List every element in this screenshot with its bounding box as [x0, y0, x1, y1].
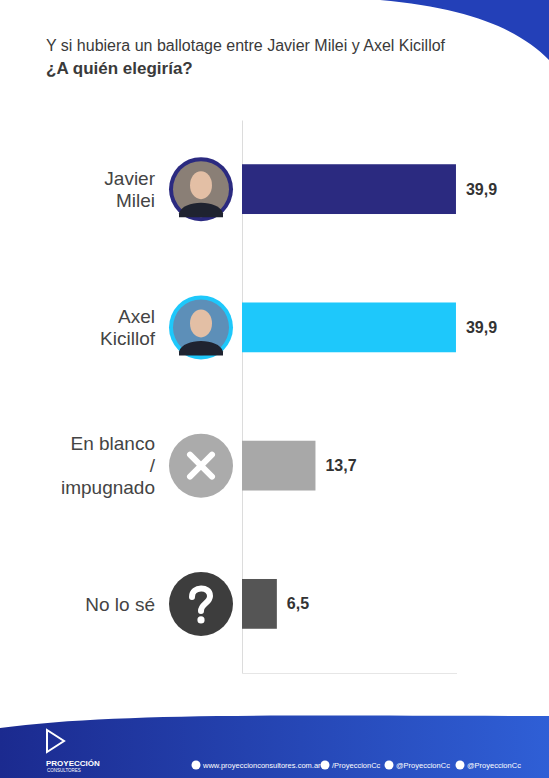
category-label-line: Javier	[104, 168, 155, 189]
category-label: JavierMilei	[104, 168, 155, 211]
photo-face	[190, 309, 212, 337]
footer-band	[0, 716, 549, 778]
category-label-line: Kicillof	[100, 328, 156, 349]
bar	[242, 441, 315, 491]
bars	[242, 164, 456, 629]
link-icon	[456, 761, 465, 770]
link-icon	[385, 761, 394, 770]
category-label-line: En blanco	[70, 433, 155, 454]
logo-subtext: CONSULTORES	[47, 768, 81, 773]
icon	[169, 572, 233, 636]
footer-link: www.proyeccionconsultores.com.ar	[202, 761, 321, 770]
photo-face	[190, 171, 212, 199]
link-icon	[321, 761, 330, 770]
data-labels: 39,9 39,9 13,7 6,5	[287, 181, 497, 613]
chart: Y si hubiera un ballotage entre Javier M…	[0, 0, 549, 778]
category-labels: JavierMilei AxelKicillof En blanco/impugna…	[61, 168, 156, 615]
photo-bg	[173, 161, 229, 217]
icon	[169, 157, 233, 221]
photo-bg	[173, 299, 229, 355]
logo-mark	[47, 730, 64, 752]
category-label-line: Milei	[116, 190, 155, 211]
data-label: 39,9	[466, 181, 497, 198]
blank-icon-x	[190, 455, 212, 477]
bar	[242, 302, 456, 352]
data-label: 13,7	[325, 457, 356, 474]
bar	[242, 164, 456, 214]
footer-link: /ProyeccionCc	[332, 761, 381, 770]
photo-ring	[169, 295, 233, 359]
icons	[169, 157, 233, 636]
icon	[169, 434, 233, 498]
category-label-line: impugnado	[61, 477, 155, 498]
blank-icon	[169, 434, 233, 498]
footer-link: @ProyeccionCc	[467, 761, 521, 770]
category-label: En blanco/impugnado	[61, 433, 156, 498]
category-label: AxelKicillof	[100, 306, 156, 349]
category-label-line: No lo sé	[85, 594, 155, 615]
unknown-icon-mark	[192, 588, 210, 610]
category-label: No lo sé	[85, 594, 155, 615]
unknown-icon	[169, 572, 233, 636]
bar	[242, 579, 277, 629]
photo-body	[179, 341, 223, 356]
title: Y si hubiera un ballotage entre Javier M…	[46, 37, 446, 54]
category-label-line: Axel	[118, 306, 155, 327]
photo-body	[179, 203, 223, 218]
x-axis-line	[243, 673, 458, 674]
photo-ring	[169, 157, 233, 221]
footer-link: @ProyeccionCc	[396, 761, 450, 770]
category-label-line: /	[150, 455, 156, 476]
unknown-icon-dot	[197, 616, 204, 623]
x-axis	[243, 673, 458, 674]
link-icon	[192, 761, 201, 770]
data-label: 39,9	[466, 319, 497, 336]
icon	[169, 295, 233, 359]
subtitle: ¿A quién elegiría?	[46, 59, 193, 78]
logo-text: PROYECCIÓN	[46, 759, 100, 768]
data-label: 6,5	[287, 595, 309, 612]
